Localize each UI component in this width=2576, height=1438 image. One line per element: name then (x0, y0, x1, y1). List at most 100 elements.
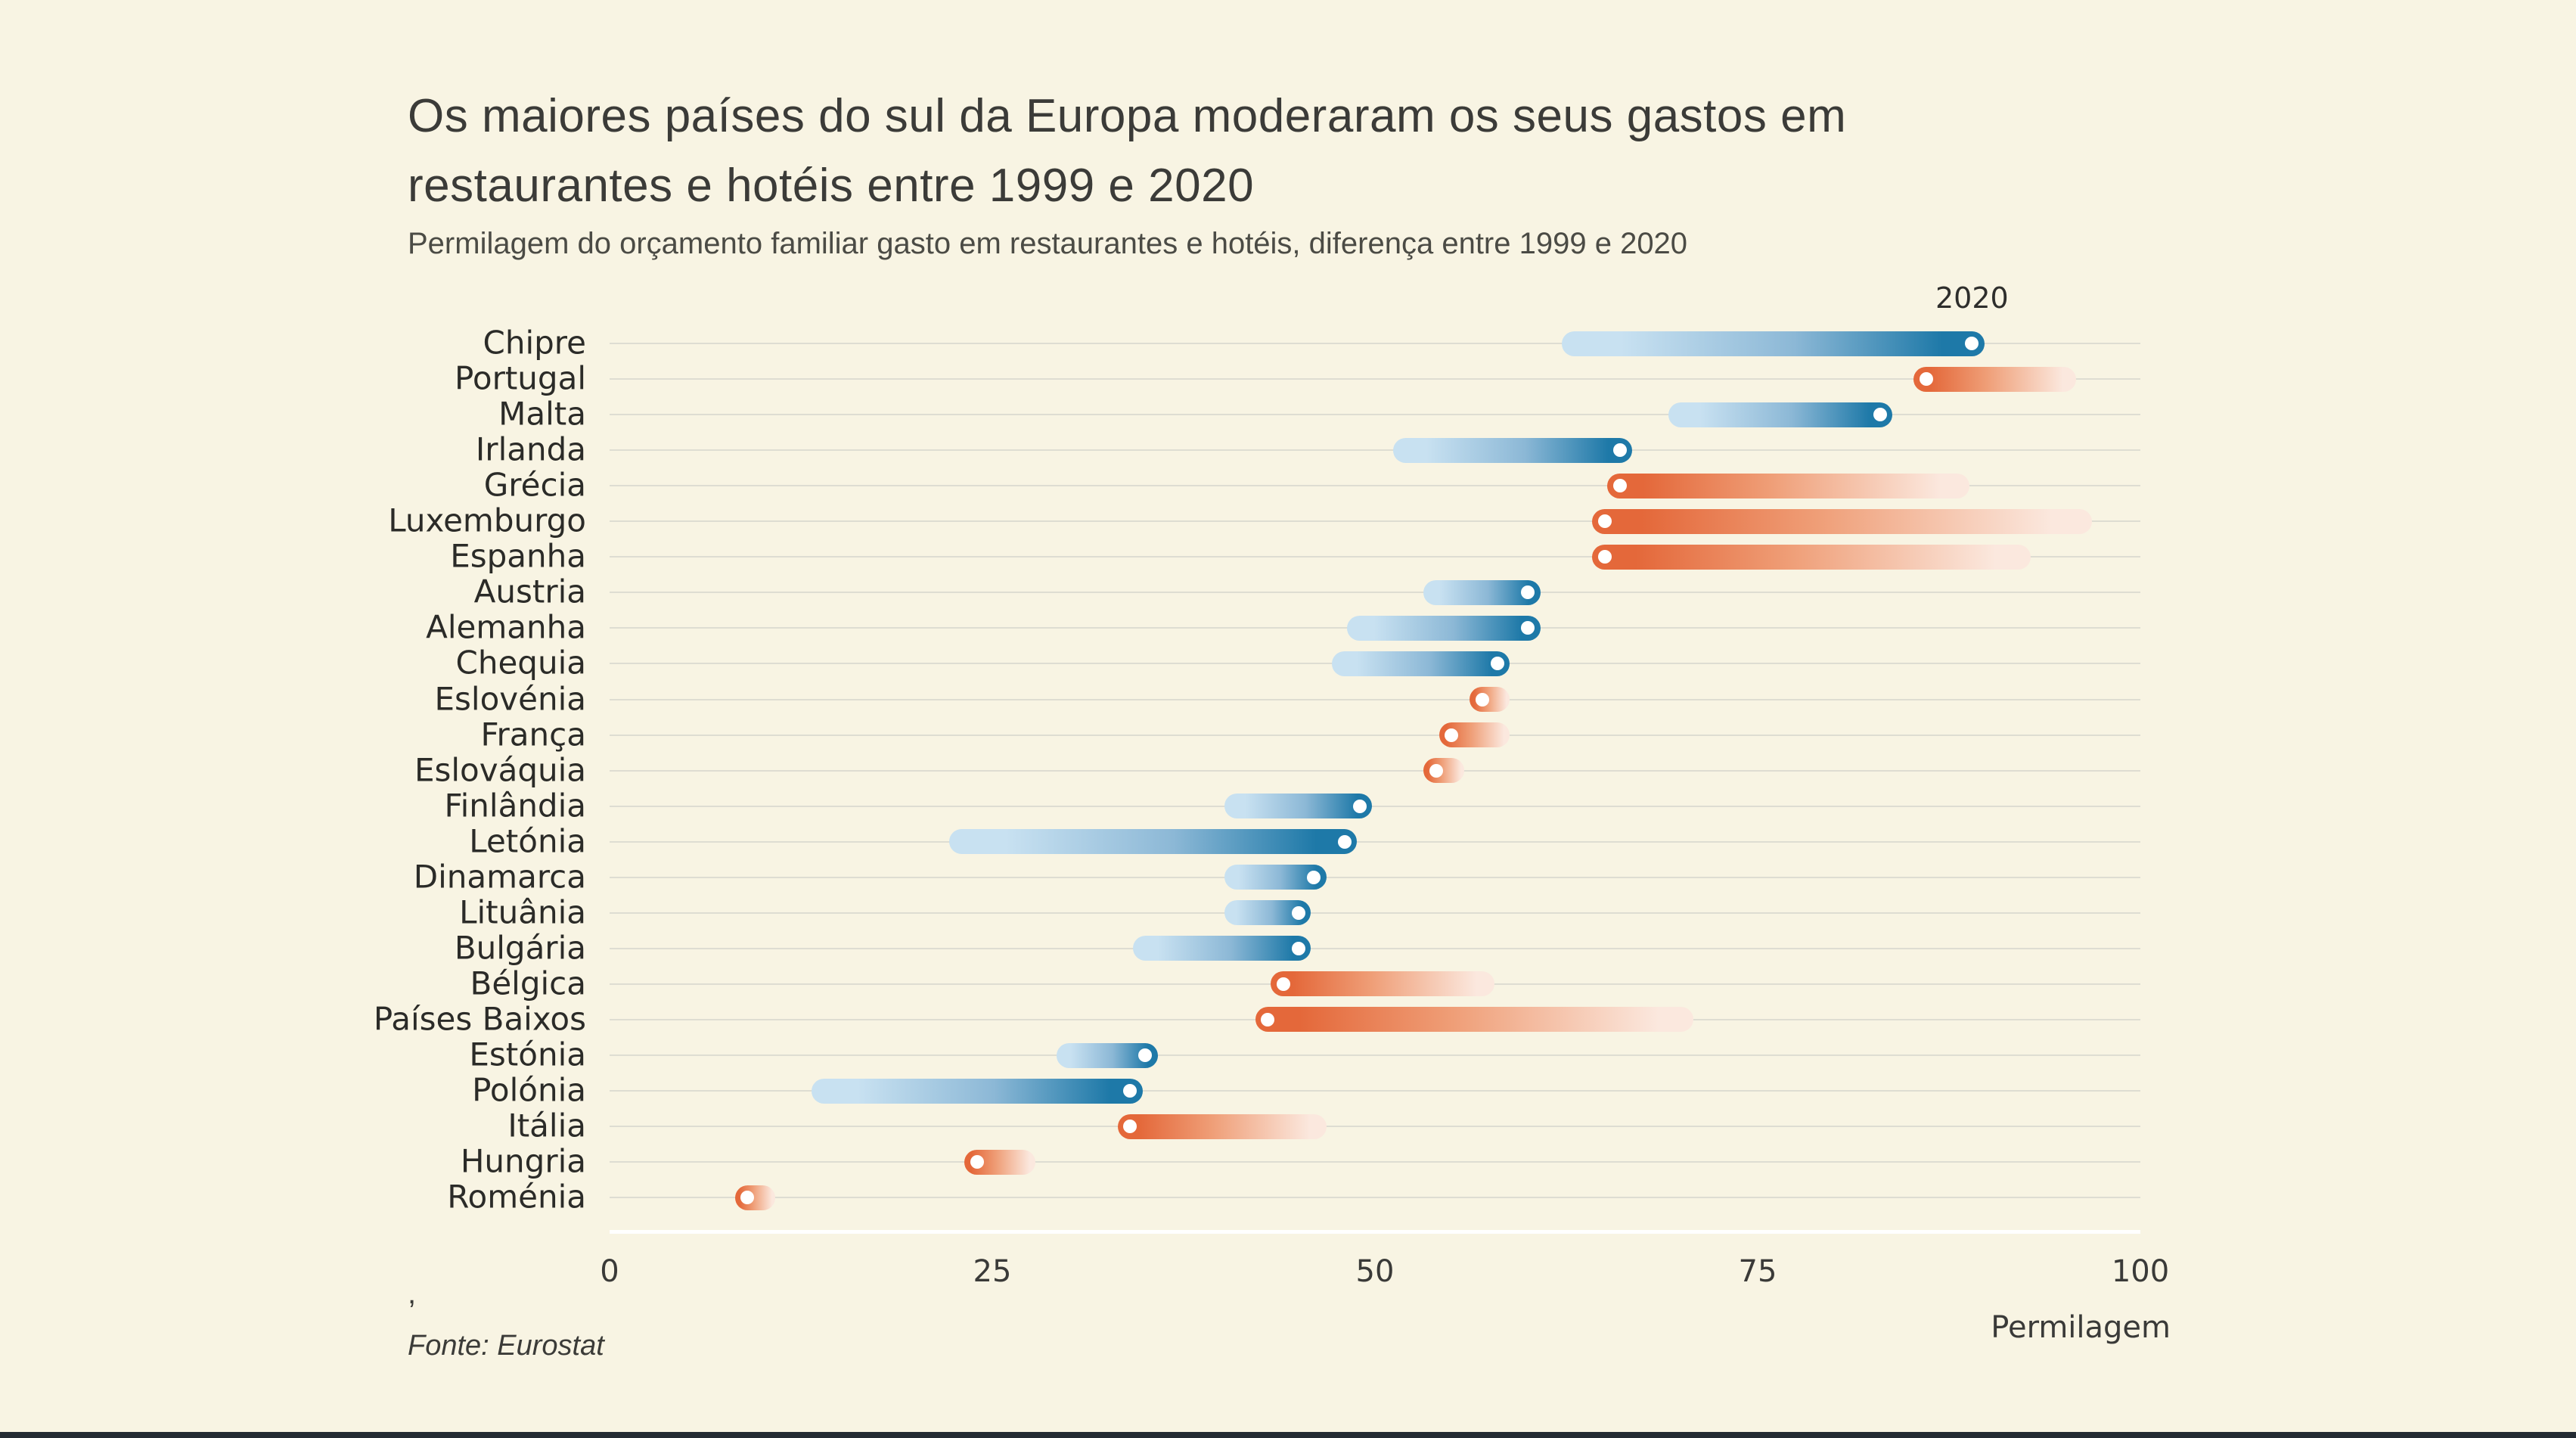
marker-2020-dot[interactable] (1612, 479, 1627, 493)
change-bar-portugal[interactable] (1913, 366, 2077, 392)
change-bar-chequia[interactable] (1332, 651, 1510, 676)
gridline (610, 1090, 2140, 1092)
change-bar-malta[interactable] (1668, 402, 1893, 427)
gridline (610, 414, 2140, 416)
gridline (610, 449, 2140, 452)
x-tick-75: 75 (1738, 1254, 1777, 1289)
country-label-16: Dinamarca (413, 858, 586, 896)
country-label-25: Roménia (447, 1178, 586, 1216)
marker-2020-dot[interactable] (1123, 1120, 1137, 1134)
change-bar-países-baixos[interactable] (1255, 1007, 1694, 1033)
gridline (610, 1126, 2140, 1128)
marker-2020-dot[interactable] (970, 1155, 984, 1169)
gridline (610, 805, 2140, 807)
change-bar-chipre[interactable] (1561, 331, 1985, 356)
change-bar-irlanda[interactable] (1392, 437, 1633, 463)
x-tick-25: 25 (973, 1254, 1012, 1289)
marker-2020-dot[interactable] (1597, 550, 1612, 564)
gridline (610, 520, 2140, 523)
marker-2020-dot[interactable] (1521, 585, 1535, 600)
gridline (610, 840, 2140, 843)
marker-2020-dot[interactable] (1291, 905, 1305, 920)
change-bar-finlândia[interactable] (1224, 794, 1373, 819)
gridline (610, 592, 2140, 594)
marker-2020-dot[interactable] (1873, 408, 1887, 422)
change-bar-austria[interactable] (1423, 579, 1541, 605)
gridline (610, 556, 2140, 558)
marker-2020-dot[interactable] (1276, 977, 1290, 991)
marker-2020-dot[interactable] (1352, 799, 1367, 813)
country-label-3: Malta (498, 395, 586, 433)
gridline (610, 912, 2140, 914)
country-label-11: Eslovénia (434, 680, 586, 718)
marker-2020-dot[interactable] (1123, 1084, 1137, 1098)
marker-2020-dot[interactable] (1490, 657, 1504, 671)
country-label-9: Alemanha (426, 608, 586, 646)
country-label-19: Bélgica (470, 964, 586, 1002)
marker-2020-dot[interactable] (1291, 941, 1305, 955)
country-label-24: Hungria (460, 1142, 586, 1180)
marker-year-annotation: 2020 (1935, 281, 2009, 315)
change-bar-bulgária[interactable] (1132, 936, 1311, 961)
bottom-edge-strip (0, 1432, 2576, 1438)
x-axis-line (610, 1230, 2140, 1234)
country-label-6: Luxemburgo (388, 502, 586, 539)
marker-2020-dot[interactable] (1521, 621, 1535, 635)
marker-2020-dot[interactable] (1337, 834, 1352, 849)
marker-2020-dot[interactable] (1597, 514, 1612, 529)
gridline (610, 1161, 2140, 1163)
marker-2020-dot[interactable] (1261, 1012, 1275, 1026)
country-label-17: Lituânia (459, 893, 586, 931)
footer-note: , (408, 1277, 417, 1310)
country-label-7: Espanha (450, 537, 586, 575)
country-label-8: Austria (473, 573, 586, 610)
gridline (610, 1054, 2140, 1056)
country-label-14: Finlândia (444, 787, 586, 825)
chart-title-line-1: Os maiores países do sul da Europa moder… (408, 90, 1847, 142)
country-label-5: Grécia (483, 466, 586, 504)
change-bar-itália[interactable] (1117, 1113, 1327, 1139)
change-bar-letónia[interactable] (949, 829, 1358, 855)
country-label-20: Países Baixos (373, 1000, 586, 1038)
marker-2020-dot[interactable] (1307, 870, 1321, 884)
gridline (610, 734, 2140, 736)
marker-2020-dot[interactable] (1445, 728, 1459, 742)
gridline (610, 769, 2140, 772)
chart-subtitle: Permilagem do orçamento familiar gasto e… (408, 227, 1688, 260)
marker-2020-dot[interactable] (1429, 763, 1443, 778)
chart-title-line-2: restaurantes e hotéis entre 1999 e 2020 (408, 160, 1255, 212)
gridline (610, 1197, 2140, 1199)
gridline (610, 485, 2140, 487)
source-credit: Fonte: Eurostat (408, 1330, 604, 1362)
country-label-18: Bulgária (454, 929, 586, 967)
x-tick-50: 50 (1355, 1254, 1395, 1289)
change-bar-espanha[interactable] (1592, 544, 2031, 570)
marker-2020-dot[interactable] (1138, 1048, 1153, 1062)
gridline (610, 343, 2140, 344)
chart-title: Os maiores países do sul da Europa moder… (408, 82, 2147, 221)
country-label-13: Eslováquia (414, 751, 586, 789)
change-bar-luxemburgo[interactable] (1592, 508, 2092, 534)
country-label-4: Irlanda (475, 430, 586, 468)
x-axis-unit-label: Permilagem (1991, 1310, 2171, 1345)
marker-2020-dot[interactable] (1612, 443, 1627, 458)
change-bar-alemanha[interactable] (1347, 615, 1541, 641)
change-bar-bélgica[interactable] (1271, 971, 1495, 997)
country-label-10: Chequia (455, 644, 586, 682)
country-label-23: Itália (507, 1107, 586, 1144)
gridline (610, 947, 2140, 949)
change-bar-grécia[interactable] (1607, 473, 1969, 498)
change-bar-polónia[interactable] (811, 1078, 1143, 1104)
country-label-15: Letónia (469, 822, 586, 860)
marker-2020-dot[interactable] (1965, 337, 1979, 350)
country-label-21: Estónia (469, 1036, 586, 1073)
marker-2020-dot[interactable] (1475, 692, 1489, 707)
x-tick-0: 0 (600, 1254, 619, 1289)
country-label-1: Chipre (483, 324, 586, 362)
gridline (610, 876, 2140, 878)
marker-2020-dot[interactable] (740, 1191, 755, 1205)
country-label-12: França (480, 716, 586, 753)
country-label-22: Polónia (472, 1071, 586, 1109)
marker-2020-dot[interactable] (1919, 372, 1933, 387)
